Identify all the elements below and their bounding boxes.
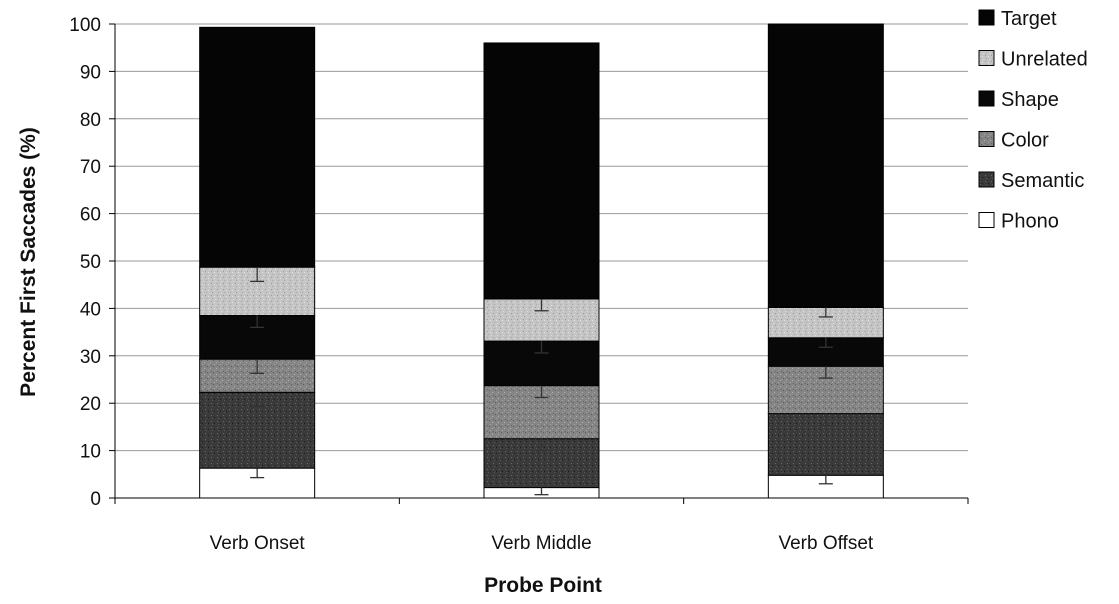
y-tick-label: 100 [69,15,101,36]
legend-label-shape: Shape [1001,89,1059,111]
y-tick-label: 60 [80,205,101,226]
error-bars [250,267,833,496]
y-tick-label: 70 [80,157,101,178]
y-tick-label: 20 [80,394,101,415]
bar-segment-target [767,23,884,308]
x-tick-label: Verb Onset [210,533,306,554]
y-tick-label: 50 [80,252,101,273]
x-tick-label: Verb Offset [778,533,873,554]
y-tick-label: 30 [80,347,101,368]
y-tick-labels: 0 10 20 30 40 50 60 70 80 90 100 [69,15,101,510]
legend-swatch-shape [978,90,995,107]
x-axis-title: Probe Point [484,574,602,597]
legend-swatch-unrelated [978,50,995,66]
legend-swatch-semantic [978,171,995,188]
bars [199,23,884,499]
legend-label-color: Color [1001,130,1049,152]
legend-label-semantic: Semantic [1001,170,1084,192]
legend-swatch-phono [978,212,995,228]
bar-segment-target [483,42,600,300]
legend-label-target: Target [1001,8,1057,30]
y-axis-title: Percent First Saccades (%) [17,127,40,397]
y-tick-label: 10 [80,442,101,463]
legend-label-unrelated: Unrelated [1001,49,1088,71]
legend-swatch-target [978,9,995,26]
bar-segment-target [199,26,316,268]
legend-label-phono: Phono [1001,211,1059,233]
x-tick-label: Verb Middle [491,533,591,554]
x-tick-labels: Verb Onset Verb Middle Verb Offset [210,533,874,554]
axes [109,23,969,504]
y-tick-label: 90 [80,62,101,83]
legend: Target Unrelated Shape Color Semantic Phono [978,8,1088,233]
y-tick-label: 40 [80,299,101,320]
legend-swatch-color [978,131,995,147]
y-tick-label: 0 [90,489,101,510]
y-tick-label: 80 [80,110,101,131]
